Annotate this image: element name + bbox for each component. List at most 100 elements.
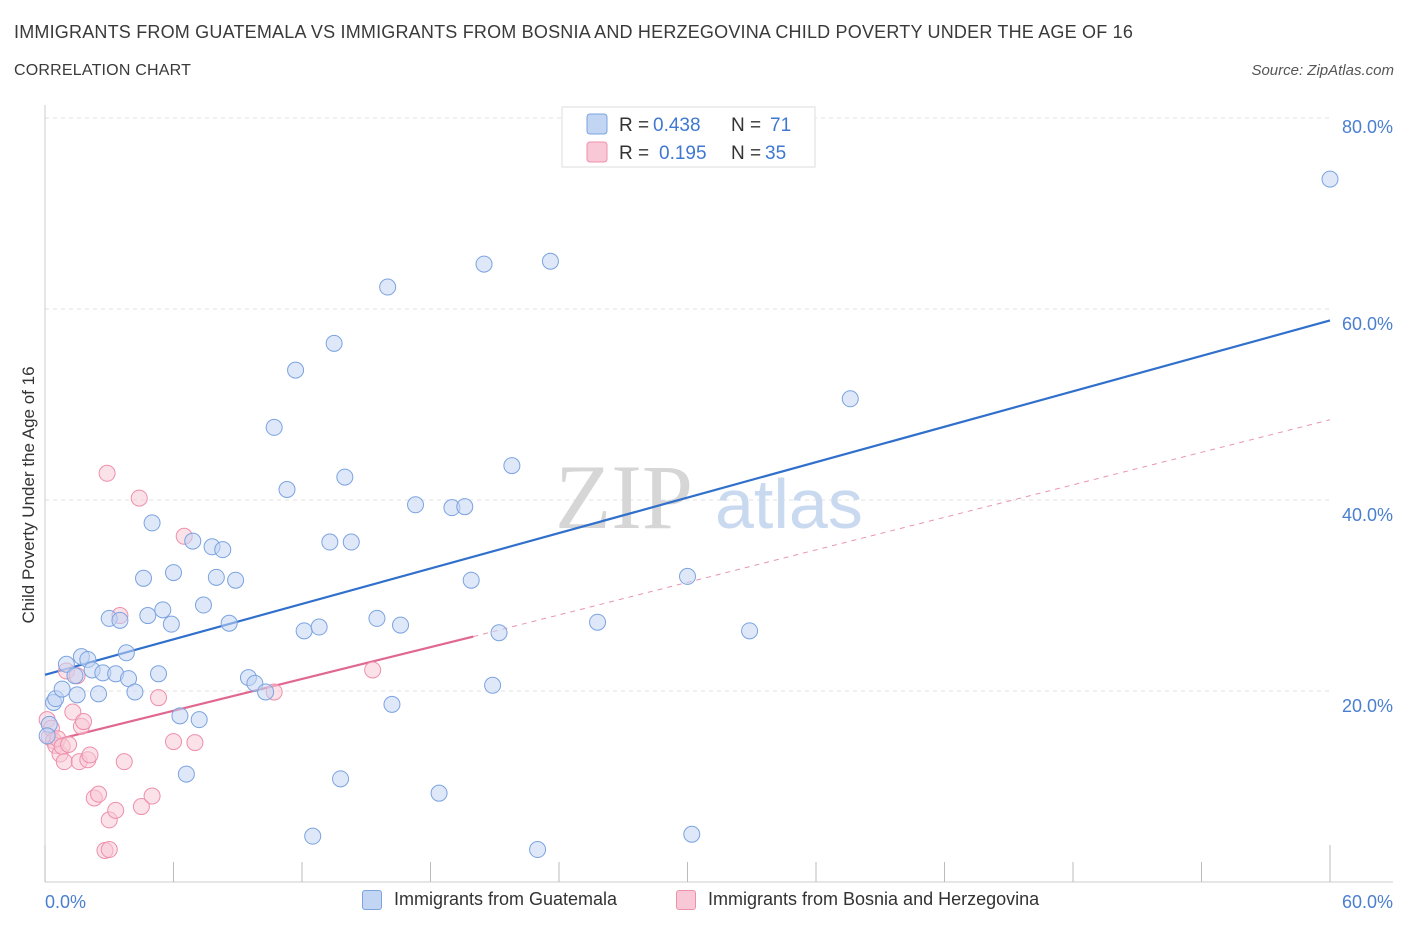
legend-label-bosnia: Immigrants from Bosnia and Herzegovina [708,889,1040,909]
point-guatemala-6 [68,686,86,704]
point-guatemala-56 [456,498,474,516]
point-guatemala-19 [139,607,157,625]
point-guatemala-34 [227,571,245,589]
point-guatemala-70 [38,727,56,745]
point-guatemala-65 [679,567,696,585]
y-tick-label-60: 60.0% [1342,314,1393,334]
point-bosnia-25 [100,841,118,859]
watermark-atlas: atlas [715,465,863,543]
legend-item-guatemala: Immigrants from Guatemala [362,889,617,910]
point-bosnia-10 [60,735,78,753]
point-guatemala-42 [304,827,322,845]
point-guatemala-59 [484,676,502,694]
point-guatemala-18 [135,569,153,587]
chart-title: IMMIGRANTS FROM GUATEMALA VS IMMIGRANTS … [14,22,1134,42]
watermark-zip: ZIP [555,446,693,548]
x-tick-labels: 0.0% 60.0% [45,892,1393,912]
source-label: Source: ZipAtlas.com [1251,62,1394,79]
point-guatemala-58 [475,255,493,273]
point-guatemala-52 [392,616,410,634]
point-bosnia-28 [132,798,150,816]
point-guatemala-57 [462,571,480,589]
point-guatemala-44 [321,533,339,551]
point-guatemala-5 [66,667,84,685]
y-tick-labels: 20.0% 40.0% 60.0% 80.0% [1342,117,1393,716]
y-tick-label-80: 80.0% [1342,117,1393,137]
point-guatemala-64 [589,613,607,631]
legend-top: R = 0.438 N = 71 R = 0.195 N = 35 [561,106,816,168]
point-bosnia-27 [130,489,148,507]
x-tick-label-min: 0.0% [45,892,86,912]
point-guatemala-23 [162,615,180,633]
legend-r-value-bosnia: 0.195 [659,143,707,164]
point-guatemala-27 [184,532,202,550]
legend-n-value-bosnia: 35 [765,143,786,164]
point-guatemala-22 [154,601,172,619]
point-guatemala-24 [165,564,182,582]
chart-subtitle: CORRELATION CHART [14,62,192,79]
point-guatemala-38 [265,418,283,436]
point-guatemala-49 [368,609,386,627]
legend-swatch-guatemala [586,113,608,135]
point-guatemala-48 [342,533,360,551]
point-guatemala-20 [143,514,161,532]
y-tick-label-20: 20.0% [1342,696,1393,716]
legend-r-label-guatemala: R = [619,115,649,136]
axes [44,105,1393,883]
point-guatemala-25 [171,707,189,725]
point-guatemala-61 [503,457,521,475]
point-bosnia-15 [75,713,93,731]
point-bosnia-19 [90,785,108,803]
point-guatemala-53 [407,496,425,514]
point-guatemala-69 [1321,170,1339,188]
point-guatemala-26 [177,765,195,783]
point-bosnia-8 [55,753,73,771]
y-axis-label: Child Poverty Under the Age of 16 [19,366,38,623]
point-guatemala-50 [379,278,397,296]
point-guatemala-32 [214,541,232,559]
point-guatemala-66 [683,825,701,843]
point-bosnia-30 [150,689,168,707]
point-bosnia-24 [115,753,133,771]
point-guatemala-67 [741,622,759,640]
point-bosnia-11 [64,703,82,721]
point-guatemala-43 [310,618,328,636]
legend-n-value-guatemala: 71 [770,115,791,136]
point-guatemala-17 [126,683,144,701]
y-tick-label-40: 40.0% [1342,505,1393,525]
legend-swatch-guatemala-bottom [362,889,382,910]
point-guatemala-60 [490,624,508,642]
legend-n-label-bosnia: N = [731,143,761,164]
watermark: ZIP atlas [555,446,863,548]
point-bosnia-22 [107,801,125,819]
point-guatemala-45 [325,334,343,352]
point-guatemala-39 [278,480,296,498]
legend-swatch-bosnia [586,141,608,163]
point-bosnia-31 [165,733,182,751]
trend-line-guatemala [44,319,1331,676]
point-bosnia-29 [143,787,161,805]
point-guatemala-37 [257,683,275,701]
grid-lines [45,117,1330,692]
trend-line-bosnia-extension [473,419,1331,638]
point-guatemala-51 [383,695,401,713]
point-guatemala-28 [190,711,208,729]
x-tick-label-max: 60.0% [1342,892,1393,912]
legend-label-guatemala: Immigrants from Guatemala [394,889,618,909]
point-guatemala-41 [295,622,313,640]
point-guatemala-15 [117,644,135,662]
legend-swatch-bosnia-bottom [676,889,696,910]
legend-item-bosnia: Immigrants from Bosnia and Herzegovina [676,889,1039,910]
point-bosnia-35 [364,661,382,679]
point-guatemala-47 [336,468,354,486]
legend-r-label-bosnia: R = [619,143,649,164]
point-guatemala-4 [57,655,75,673]
point-bosnia-17 [81,746,99,764]
point-guatemala-21 [150,665,168,683]
point-guatemala-54 [430,784,448,802]
point-guatemala-63 [541,252,559,270]
bosnia-points [38,464,382,859]
legend-bottom: Immigrants from Guatemala Immigrants fro… [0,889,1406,915]
legend-r-value-guatemala: 0.438 [653,115,701,136]
